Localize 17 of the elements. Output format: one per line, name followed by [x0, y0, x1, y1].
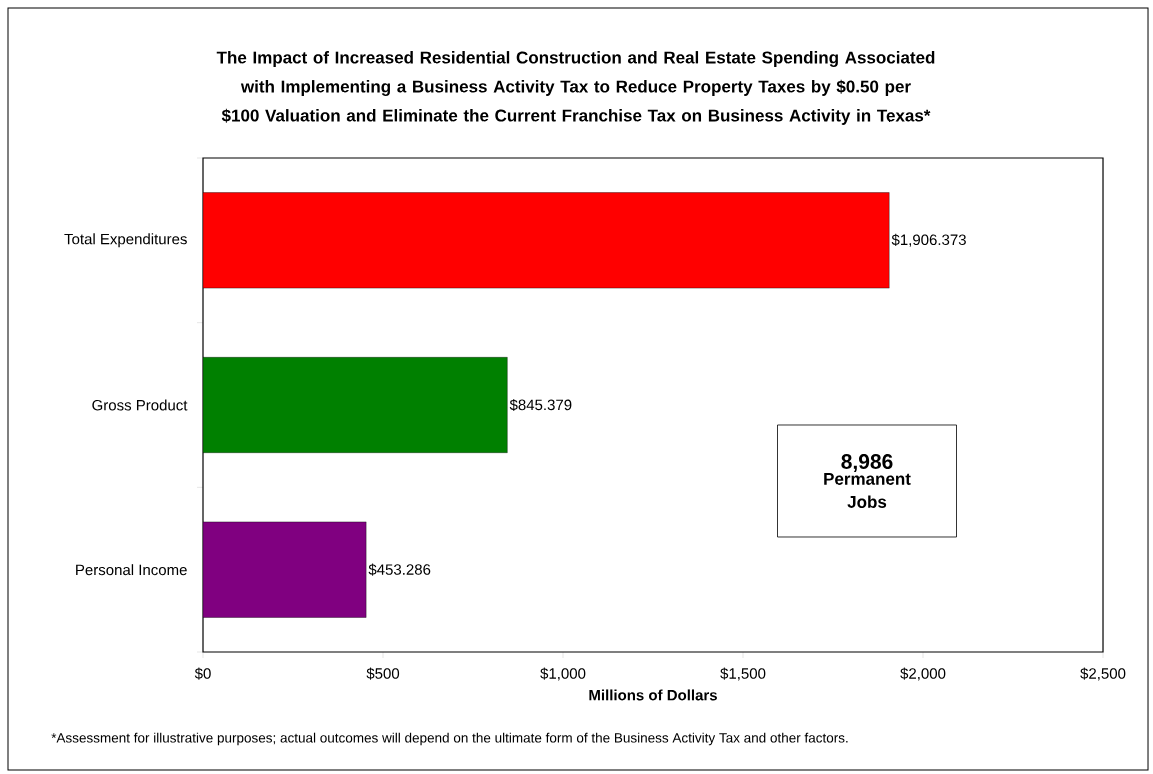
- x-tick-label: $0: [194, 667, 211, 680]
- x-tick-label: $1,000: [540, 667, 586, 681]
- text: *Assessment for illustrative purposes; actual outcomes will depend on the ultimate form of the Business Activity Tax and other factors.: [51, 732, 848, 746]
- x-tick-label: $500: [366, 667, 400, 680]
- y-tick-label: Gross Product: [92, 399, 188, 411]
- y-tick-label: Personal Income: [76, 564, 187, 576]
- annotation: Permanent Jobs: [824, 473, 911, 508]
- annotation: 8,986: [841, 454, 893, 473]
- chart-title: The Impact of Increased Residential Construction and Real Estate Spending Associated with Implementing a Business Activity Tax to Reduce Property Taxes by $0.50 per $100 Valuation and Eliminate the Current Franchise Tax on Business Activity in Texas*: [216, 51, 935, 125]
- data-label: $453.286: [368, 563, 431, 576]
- data-label: $1,906.373: [891, 233, 966, 247]
- x-tick-label: $1,500: [720, 667, 766, 681]
- x-axis-title: Millions of Dollars: [589, 689, 717, 701]
- x-tick-label: $2,000: [900, 667, 946, 681]
- data-label: $845.379: [509, 398, 572, 412]
- y-tick-label: Total Expenditures: [64, 233, 187, 248]
- x-tick-label: $2,500: [1080, 667, 1126, 681]
